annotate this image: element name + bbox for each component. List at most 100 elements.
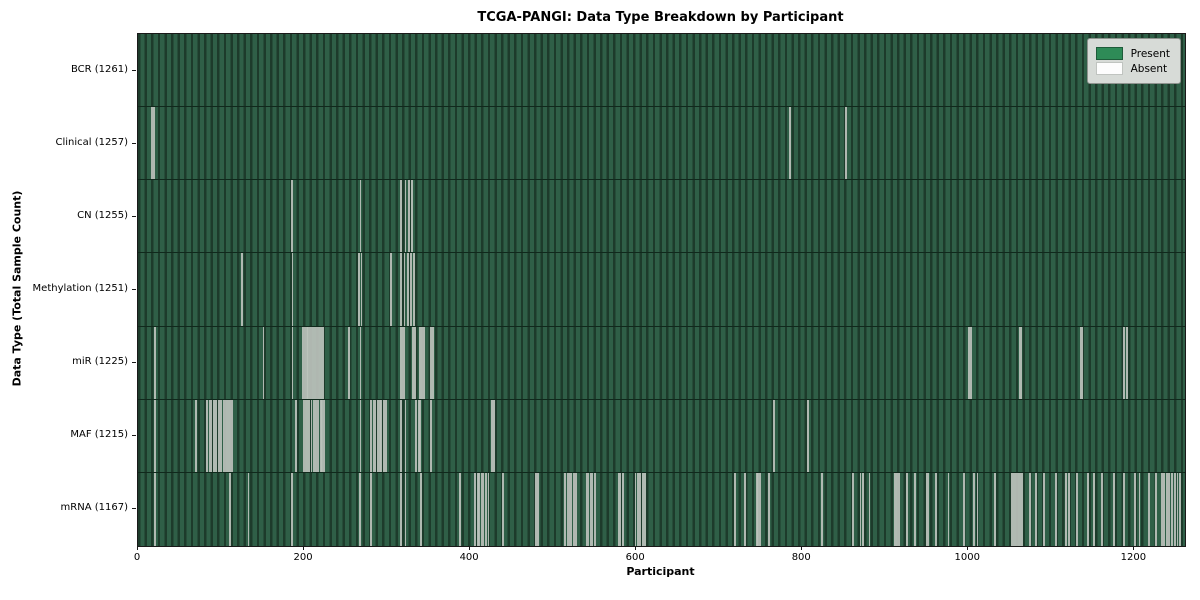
absent-line — [534, 472, 537, 546]
absent-line — [212, 399, 215, 472]
heatmap-row-cn — [138, 180, 1185, 254]
absent-line — [1122, 326, 1125, 399]
absent-line — [587, 472, 589, 546]
absent-swatch-icon — [1095, 62, 1123, 75]
legend-item-present: Present — [1095, 47, 1170, 60]
absent-line — [372, 399, 375, 472]
absent-line — [1034, 472, 1037, 546]
absent-line — [1092, 472, 1095, 546]
absent-line — [317, 399, 320, 472]
absent-line — [845, 107, 848, 180]
absent-line — [1021, 472, 1024, 546]
absent-line — [480, 472, 483, 546]
absent-line — [976, 472, 979, 546]
x-tick-label: 1000 — [954, 552, 980, 563]
y-tick-label-cn: CN (1255) — [77, 209, 128, 221]
absent-line — [430, 326, 433, 399]
absent-line — [619, 472, 622, 546]
absent-line — [1122, 472, 1125, 546]
y-tick-label-maf: MAF (1215) — [70, 429, 128, 441]
absent-line — [639, 472, 642, 546]
absent-line — [1138, 472, 1141, 546]
absent-line — [570, 472, 573, 546]
absent-line — [821, 472, 824, 546]
y-tick-mark — [132, 289, 136, 290]
absent-line — [323, 399, 325, 472]
absent-line — [310, 399, 313, 472]
x-tick-label: 0 — [133, 552, 141, 563]
absent-line — [247, 472, 250, 546]
absent-line — [1015, 472, 1018, 546]
absent-line — [482, 472, 485, 546]
absent-line — [313, 399, 315, 472]
absent-line — [206, 399, 208, 472]
absent-line — [291, 326, 294, 399]
absent-line — [1176, 472, 1179, 546]
absent-line — [304, 399, 307, 472]
absent-line — [474, 472, 477, 546]
absent-line — [419, 326, 422, 399]
absent-line — [963, 472, 966, 546]
absent-line — [637, 472, 639, 546]
x-tick-label: 200 — [293, 552, 313, 563]
absent-line — [478, 472, 481, 546]
absent-line — [411, 326, 414, 399]
absent-line — [459, 472, 462, 546]
x-tick-mark — [635, 546, 637, 550]
absent-line — [757, 472, 760, 546]
absent-line — [320, 326, 323, 399]
absent-line — [1079, 326, 1082, 399]
absent-line — [262, 326, 265, 399]
absent-line — [220, 399, 222, 472]
absent-line — [400, 326, 403, 399]
absent-line — [370, 399, 373, 472]
absent-line — [403, 253, 406, 326]
absent-line — [567, 472, 570, 546]
absent-line — [322, 326, 325, 399]
x-tick-label: 600 — [625, 552, 645, 563]
x-tick-mark — [967, 546, 969, 550]
absent-line — [589, 472, 592, 546]
absent-line — [1148, 472, 1151, 546]
absent-line — [224, 399, 227, 472]
absent-line — [358, 472, 361, 546]
absent-line — [502, 472, 505, 546]
absent-line — [585, 472, 588, 546]
absent-line — [359, 180, 362, 253]
absent-line — [1174, 472, 1176, 546]
absent-line — [208, 399, 211, 472]
absent-line — [1134, 472, 1137, 546]
absent-line — [573, 472, 575, 546]
absent-line — [310, 326, 313, 399]
heatmap-row-bcr — [138, 34, 1185, 108]
absent-line — [290, 472, 293, 546]
absent-line — [644, 472, 647, 546]
absent-line — [485, 472, 487, 546]
absent-line — [222, 399, 225, 472]
absent-line — [1018, 326, 1021, 399]
absent-line — [308, 399, 310, 472]
absent-line — [593, 472, 596, 546]
absent-line — [1065, 472, 1068, 546]
absent-line — [307, 326, 310, 399]
absent-line — [419, 399, 422, 472]
absent-line — [476, 472, 479, 546]
absent-line — [407, 180, 410, 253]
absent-line — [773, 399, 775, 472]
absent-line — [314, 399, 317, 472]
x-tick-label: 1200 — [1120, 552, 1147, 563]
x-tick-mark — [137, 546, 138, 550]
absent-line — [422, 326, 425, 399]
absent-line — [412, 253, 415, 326]
absent-line — [303, 399, 306, 472]
absent-line — [894, 472, 897, 546]
absent-line — [385, 399, 388, 472]
absent-line — [1028, 472, 1031, 546]
y-tick-label-clinical: Clinical (1257) — [55, 136, 129, 148]
absent-line — [374, 399, 377, 472]
absent-line — [404, 472, 407, 546]
absent-line — [319, 326, 321, 399]
absent-line — [152, 107, 155, 180]
absent-line — [925, 472, 928, 546]
y-tick-label-bcr: BCR (1261) — [70, 63, 128, 75]
